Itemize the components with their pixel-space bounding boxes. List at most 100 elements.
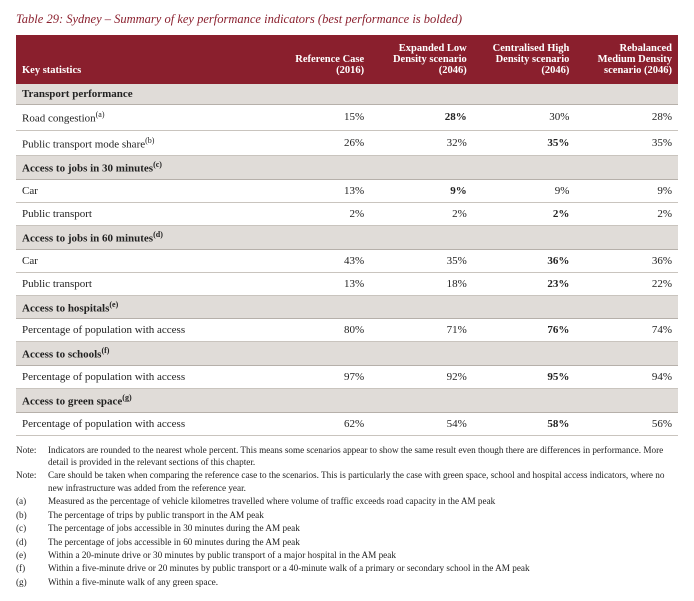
section-row: Access to hospitals(e) <box>16 295 678 319</box>
cell-value: 56% <box>575 412 678 435</box>
cell-value: 36% <box>473 249 576 272</box>
row-label: Public transport <box>16 272 268 295</box>
section-title: Access to green space(g) <box>16 388 678 412</box>
table-row: Public transport13%18%23%22% <box>16 272 678 295</box>
cell-value: 94% <box>575 365 678 388</box>
cell-value: 76% <box>473 319 576 342</box>
note-tag: (f) <box>16 562 48 574</box>
cell-value: 92% <box>370 365 473 388</box>
cell-value: 22% <box>575 272 678 295</box>
section-row: Access to schools(f) <box>16 342 678 366</box>
note-tag: Note: <box>16 444 48 469</box>
row-label: Public transport mode share(b) <box>16 130 268 156</box>
cell-value: 35% <box>473 130 576 156</box>
col-highdensity: Centralised High Density scenario (2046) <box>473 35 576 84</box>
note-row: (c)The percentage of jobs accessible in … <box>16 522 678 534</box>
table-row: Public transport mode share(b)26%32%35%3… <box>16 130 678 156</box>
cell-value: 71% <box>370 319 473 342</box>
cell-value: 43% <box>268 249 371 272</box>
row-label: Public transport <box>16 202 268 225</box>
table-row: Percentage of population with access80%7… <box>16 319 678 342</box>
section-row: Transport performance <box>16 84 678 105</box>
cell-value: 9% <box>575 179 678 202</box>
cell-value: 30% <box>473 105 576 131</box>
table-row: Car43%35%36%36% <box>16 249 678 272</box>
table-row: Road congestion(a)15%28%30%28% <box>16 105 678 131</box>
table-row: Public transport2%2%2%2% <box>16 202 678 225</box>
cell-value: 2% <box>473 202 576 225</box>
section-title: Access to hospitals(e) <box>16 295 678 319</box>
cell-value: 32% <box>370 130 473 156</box>
col-ref: Reference Case (2016) <box>268 35 371 84</box>
section-title: Access to jobs in 30 minutes(c) <box>16 156 678 180</box>
cell-value: 13% <box>268 272 371 295</box>
row-label: Road congestion(a) <box>16 105 268 131</box>
cell-value: 2% <box>268 202 371 225</box>
note-tag: (c) <box>16 522 48 534</box>
cell-value: 54% <box>370 412 473 435</box>
table-row: Car13%9%9%9% <box>16 179 678 202</box>
section-title: Access to jobs in 60 minutes(d) <box>16 225 678 249</box>
cell-value: 26% <box>268 130 371 156</box>
row-label: Car <box>16 179 268 202</box>
cell-value: 35% <box>370 249 473 272</box>
kpi-table: Key statistics Reference Case (2016) Exp… <box>16 35 678 436</box>
cell-value: 15% <box>268 105 371 131</box>
note-row: (f)Within a five-minute drive or 20 minu… <box>16 562 678 574</box>
header-row: Key statistics Reference Case (2016) Exp… <box>16 35 678 84</box>
note-row: Note:Care should be taken when comparing… <box>16 469 678 494</box>
note-text: Care should be taken when comparing the … <box>48 469 678 494</box>
col-key: Key statistics <box>16 35 268 84</box>
cell-value: 28% <box>370 105 473 131</box>
note-text: Within a five-minute drive or 20 minutes… <box>48 562 678 574</box>
cell-value: 9% <box>370 179 473 202</box>
section-title: Access to schools(f) <box>16 342 678 366</box>
table-notes: Note:Indicators are rounded to the neare… <box>16 444 678 589</box>
note-text: The percentage of trips by public transp… <box>48 509 678 521</box>
row-label: Percentage of population with access <box>16 319 268 342</box>
table-row: Percentage of population with access62%5… <box>16 412 678 435</box>
note-row: (d)The percentage of jobs accessible in … <box>16 536 678 548</box>
note-tag: (g) <box>16 576 48 588</box>
note-tag: (d) <box>16 536 48 548</box>
col-meddensity: Rebalanced Medium Density scenario (2046… <box>575 35 678 84</box>
cell-value: 80% <box>268 319 371 342</box>
table-row: Percentage of population with access97%9… <box>16 365 678 388</box>
cell-value: 28% <box>575 105 678 131</box>
cell-value: 2% <box>370 202 473 225</box>
cell-value: 36% <box>575 249 678 272</box>
cell-value: 74% <box>575 319 678 342</box>
cell-value: 58% <box>473 412 576 435</box>
note-text: Within a 20-minute drive or 30 minutes b… <box>48 549 678 561</box>
section-row: Access to jobs in 60 minutes(d) <box>16 225 678 249</box>
note-tag: (a) <box>16 495 48 507</box>
cell-value: 23% <box>473 272 576 295</box>
cell-value: 97% <box>268 365 371 388</box>
note-tag: Note: <box>16 469 48 494</box>
note-row: (a)Measured as the percentage of vehicle… <box>16 495 678 507</box>
cell-value: 35% <box>575 130 678 156</box>
cell-value: 95% <box>473 365 576 388</box>
note-tag: (b) <box>16 509 48 521</box>
cell-value: 2% <box>575 202 678 225</box>
cell-value: 18% <box>370 272 473 295</box>
note-text: The percentage of jobs accessible in 30 … <box>48 522 678 534</box>
note-row: (b)The percentage of trips by public tra… <box>16 509 678 521</box>
cell-value: 62% <box>268 412 371 435</box>
cell-value: 9% <box>473 179 576 202</box>
section-title: Transport performance <box>16 84 678 105</box>
table-caption: Table 29: Sydney – Summary of key perfor… <box>16 12 678 27</box>
row-label: Percentage of population with access <box>16 365 268 388</box>
cell-value: 13% <box>268 179 371 202</box>
table-body: Transport performanceRoad congestion(a)1… <box>16 84 678 435</box>
note-row: (g)Within a five-minute walk of any gree… <box>16 576 678 588</box>
note-row: Note:Indicators are rounded to the neare… <box>16 444 678 469</box>
section-row: Access to green space(g) <box>16 388 678 412</box>
note-text: Within a five-minute walk of any green s… <box>48 576 678 588</box>
note-tag: (e) <box>16 549 48 561</box>
note-row: (e)Within a 20-minute drive or 30 minute… <box>16 549 678 561</box>
col-lowdensity: Expanded Low Density scenario (2046) <box>370 35 473 84</box>
row-label: Car <box>16 249 268 272</box>
note-text: Indicators are rounded to the nearest wh… <box>48 444 678 469</box>
row-label: Percentage of population with access <box>16 412 268 435</box>
